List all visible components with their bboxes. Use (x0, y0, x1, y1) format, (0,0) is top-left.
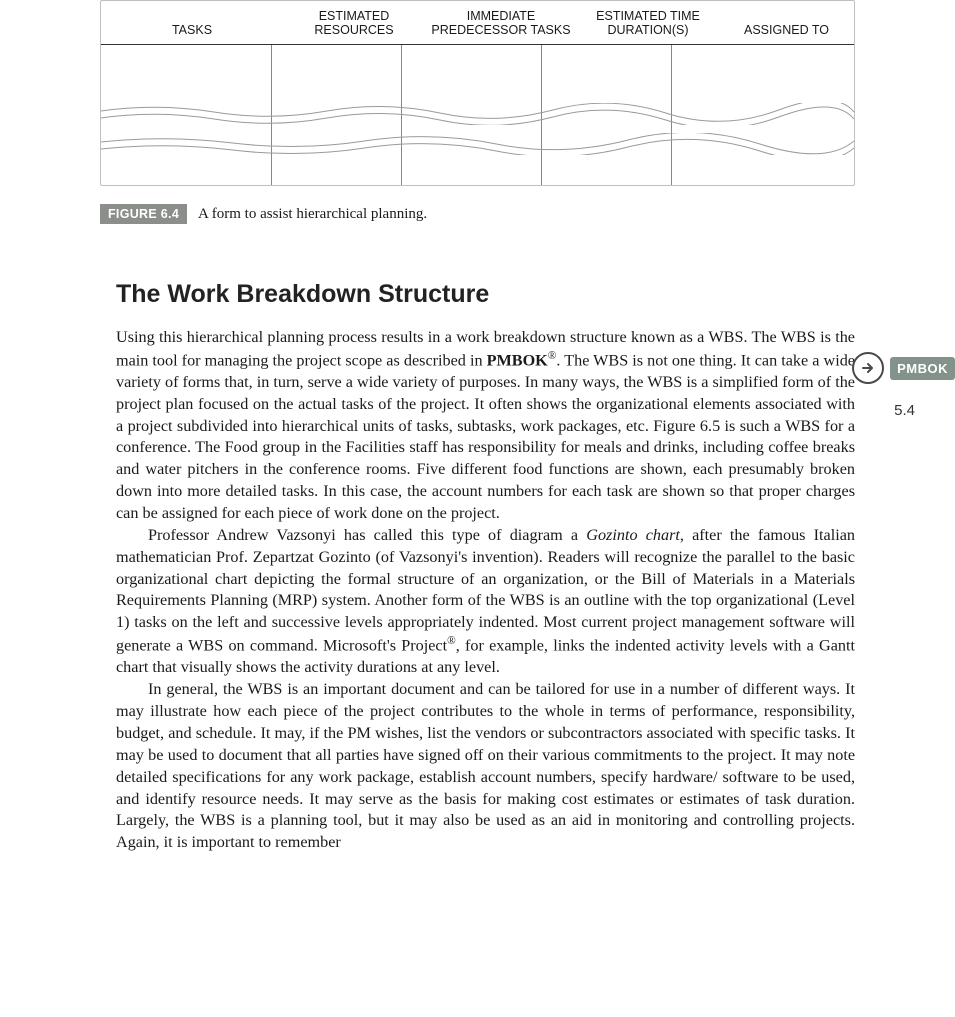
col-header-tasks: TASKS (101, 15, 283, 43)
col-divider (401, 45, 402, 185)
pmbok-sidebar: PMBOK 5.4 (852, 352, 955, 419)
page: TASKS ESTIMATED RESOURCES IMMEDIATE PRED… (0, 0, 955, 1017)
body-text-column: Using this hierarchical planning process… (116, 327, 855, 854)
planning-form-body (101, 45, 854, 185)
planning-form-table: TASKS ESTIMATED RESOURCES IMMEDIATE PRED… (100, 0, 855, 186)
col-header-predecessors: IMMEDIATE PREDECESSOR TASKS (425, 1, 577, 44)
col-divider (671, 45, 672, 185)
figure-caption-text: A form to assist hierarchical planning. (198, 206, 427, 222)
section-heading: The Work Breakdown Structure (116, 280, 925, 309)
col-header-duration: ESTIMATED TIME DURATION(S) (577, 1, 719, 44)
arrow-right-icon (852, 352, 884, 384)
torn-edge-icon (101, 133, 854, 155)
col-header-resources: ESTIMATED RESOURCES (283, 1, 425, 44)
col-divider (271, 45, 272, 185)
figure-caption: FIGURE 6.4 A form to assist hierarchical… (100, 204, 925, 224)
pmbok-reference-number: 5.4 (894, 402, 915, 419)
paragraph: Professor Andrew Vazsonyi has called thi… (116, 525, 855, 679)
col-header-assigned: ASSIGNED TO (719, 15, 854, 43)
col-divider (541, 45, 542, 185)
planning-form-header-row: TASKS ESTIMATED RESOURCES IMMEDIATE PRED… (101, 1, 854, 45)
pmbok-badge: PMBOK (890, 357, 955, 380)
paragraph: Using this hierarchical planning process… (116, 327, 855, 525)
torn-edge-icon (101, 103, 854, 125)
paragraph: In general, the WBS is an important docu… (116, 679, 855, 854)
figure-badge: FIGURE 6.4 (100, 204, 187, 224)
